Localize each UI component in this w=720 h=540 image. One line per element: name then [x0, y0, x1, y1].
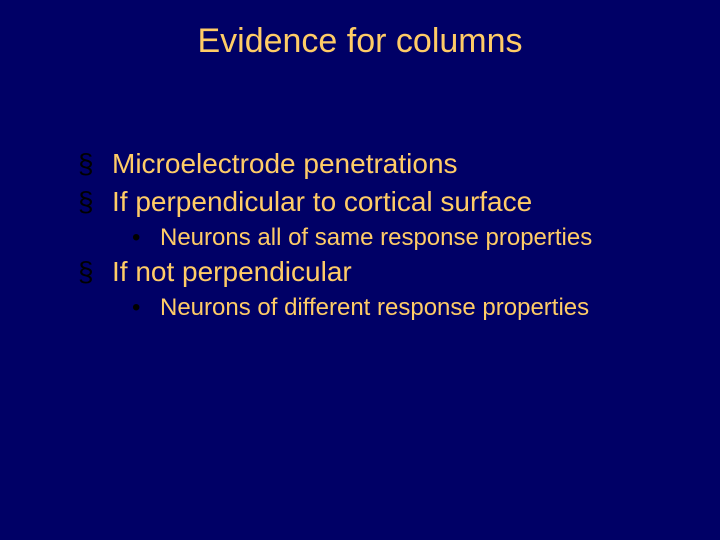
- bullet-level1: §If perpendicular to cortical surface: [78, 186, 678, 218]
- bullet-level2: •Neurons all of same response properties: [132, 224, 678, 252]
- bullet-text: Neurons of different response properties: [160, 294, 678, 322]
- bullet-level1: §If not perpendicular: [78, 256, 678, 288]
- bullet-level2: •Neurons of different response propertie…: [132, 294, 678, 322]
- section-bullet-icon: §: [78, 186, 112, 218]
- bullet-text: If not perpendicular: [112, 256, 678, 288]
- bullet-level1: §Microelectrode penetrations: [78, 148, 678, 180]
- bullet-text: If perpendicular to cortical surface: [112, 186, 678, 218]
- dot-bullet-icon: •: [132, 224, 160, 252]
- section-bullet-icon: §: [78, 256, 112, 288]
- section-bullet-icon: §: [78, 148, 112, 180]
- slide-title: Evidence for columns: [0, 22, 720, 61]
- slide: Evidence for columns §Microelectrode pen…: [0, 0, 720, 540]
- dot-bullet-icon: •: [132, 294, 160, 322]
- slide-content: §Microelectrode penetrations§If perpendi…: [78, 148, 678, 326]
- bullet-text: Neurons all of same response properties: [160, 224, 678, 252]
- bullet-text: Microelectrode penetrations: [112, 148, 678, 180]
